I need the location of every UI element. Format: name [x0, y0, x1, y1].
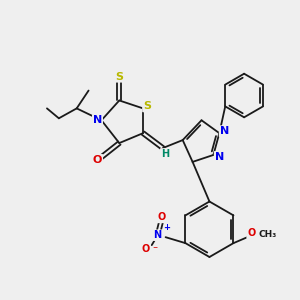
Text: S: S [143, 101, 151, 111]
Text: H: H [161, 149, 169, 159]
Text: ⁻: ⁻ [153, 245, 158, 255]
Text: O: O [142, 244, 150, 254]
Text: O: O [247, 228, 255, 238]
Text: N: N [220, 126, 229, 136]
Text: O: O [158, 212, 166, 222]
Text: N: N [154, 230, 162, 240]
Text: N: N [93, 115, 102, 125]
Text: S: S [115, 72, 123, 82]
Text: +: + [163, 223, 170, 232]
Text: N: N [215, 152, 224, 162]
Text: O: O [93, 155, 102, 165]
Text: CH₃: CH₃ [258, 230, 277, 239]
